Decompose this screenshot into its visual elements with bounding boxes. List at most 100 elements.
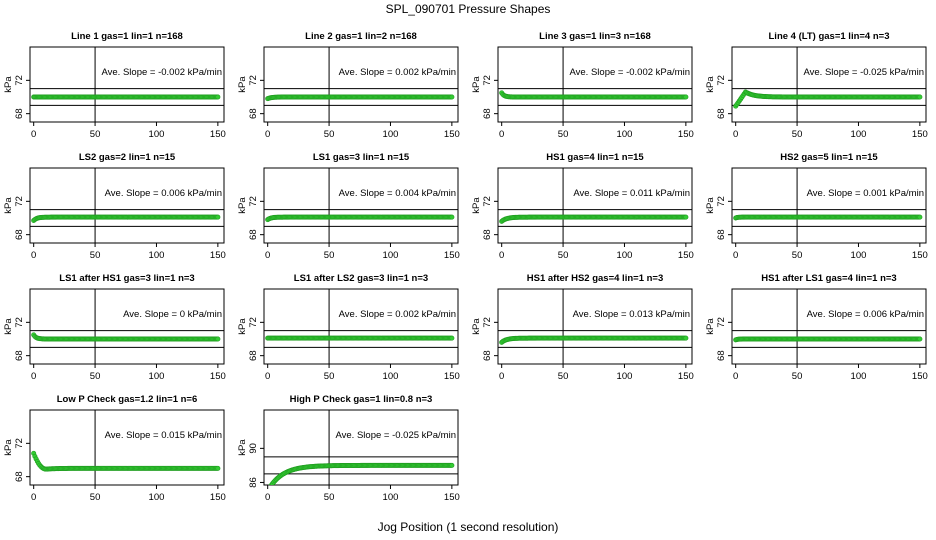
x-tick-label: 50 (324, 371, 335, 382)
y-tick-label: 72 (482, 317, 493, 328)
slope-annotation: Ave. Slope = 0.002 kPa/min (339, 309, 456, 320)
data-point (449, 214, 455, 220)
data-points (733, 214, 923, 221)
y-tick-label: 68 (14, 471, 25, 482)
panel-4: Line 4 (LT) gas=1 lin=4 n=3 0 50 100 150 68 72… (705, 31, 928, 140)
slope-annotation: Ave. Slope = 0.011 kPa/min (573, 188, 690, 199)
y-tick-label: 86 (248, 477, 259, 488)
figure-title: SPL_090701 Pressure Shapes (386, 2, 551, 16)
plot-frame (263, 409, 459, 486)
panel-3: Line 3 gas=1 lin=3 n=168 0 50 100 150 68 72kPa… (471, 31, 694, 140)
x-tick-label: 100 (149, 129, 165, 140)
data-points (265, 214, 455, 223)
x-tick-label: 0 (733, 129, 738, 140)
x-tick-label: 150 (444, 129, 460, 140)
x-tick-label: 0 (31, 129, 36, 140)
data-points (733, 336, 923, 343)
y-tick-label: 72 (248, 196, 259, 207)
x-tick-label: 50 (558, 129, 569, 140)
data-points (31, 94, 221, 100)
slope-annotation: Ave. Slope = 0.013 kPa/min (573, 309, 690, 320)
panel-title: HS1 gas=4 lin=1 n=15 (546, 152, 644, 163)
data-point (683, 214, 689, 220)
panel-1: Line 1 gas=1 lin=1 n=168 0 50 100 150 68 72kPa… (3, 31, 226, 140)
x-tick-label: 0 (31, 250, 36, 261)
panel-12: HS1 after LS1 gas=4 lin=1 n=3 0 50 100 150 68… (705, 273, 928, 382)
x-tick-label: 150 (210, 129, 226, 140)
y-axis-label: kPa (471, 76, 482, 93)
y-tick-label: 68 (482, 350, 493, 361)
x-tick-label: 50 (90, 371, 101, 382)
data-point (215, 214, 221, 220)
plot-frame (263, 46, 459, 123)
data-point (215, 336, 221, 342)
slope-annotation: Ave. Slope = -0.002 kPa/min (101, 67, 222, 78)
data-point (449, 335, 455, 341)
y-tick-label: 72 (14, 196, 25, 207)
x-tick-label: 100 (149, 371, 165, 382)
x-tick-label: 150 (210, 371, 226, 382)
panel-title: High P Check gas=1 lin=0.8 n=3 (290, 394, 433, 405)
data-points (31, 214, 221, 224)
panel-2: Line 2 gas=1 lin=2 n=168 0 50 100 150 68 72kPa… (237, 31, 460, 140)
x-tick-label: 100 (149, 250, 165, 261)
plot-frame (497, 46, 693, 123)
plot-frame (731, 288, 927, 365)
x-tick-label: 0 (733, 250, 738, 261)
y-tick-label: 68 (716, 350, 727, 361)
panel-title: LS1 gas=3 lin=1 n=15 (313, 152, 410, 163)
panel-title: HS1 after LS1 gas=4 lin=1 n=3 (761, 273, 896, 284)
panel-title: Line 2 gas=1 lin=2 n=168 (305, 31, 417, 42)
data-point (917, 94, 923, 100)
x-tick-label: 50 (558, 371, 569, 382)
x-axis-label: Jog Position (1 second resolution) (378, 520, 559, 534)
y-axis-label: kPa (705, 318, 716, 335)
x-tick-label: 0 (265, 129, 270, 140)
y-tick-label: 72 (482, 75, 493, 86)
x-tick-label: 0 (499, 250, 504, 261)
plot-frame (497, 167, 693, 244)
slope-annotation: Ave. Slope = -0.002 kPa/min (569, 67, 690, 78)
x-tick-label: 50 (558, 250, 569, 261)
y-tick-label: 90 (248, 443, 259, 454)
x-tick-label: 100 (383, 371, 399, 382)
y-tick-label: 72 (248, 75, 259, 86)
panel-title: LS1 after LS2 gas=3 lin=1 n=3 (294, 273, 428, 284)
x-tick-label: 50 (324, 492, 335, 503)
panel-11: HS1 after HS2 gas=4 lin=1 n=3 0 50 100 150 68… (471, 273, 694, 382)
y-tick-label: 68 (248, 229, 259, 240)
y-axis-label: kPa (237, 318, 248, 335)
x-tick-label: 0 (499, 371, 504, 382)
panel-title: Low P Check gas=1.2 lin=1 n=6 (57, 394, 198, 405)
slope-annotation: Ave. Slope = 0.006 kPa/min (105, 188, 222, 199)
x-tick-label: 50 (324, 250, 335, 261)
x-tick-label: 0 (265, 371, 270, 382)
data-point (215, 465, 221, 471)
y-axis-label: kPa (705, 197, 716, 214)
panel-title: HS1 after HS2 gas=4 lin=1 n=3 (527, 273, 664, 284)
x-tick-label: 100 (617, 371, 633, 382)
data-points (31, 450, 221, 472)
plot-frame (263, 288, 459, 365)
y-tick-label: 72 (248, 317, 259, 328)
x-tick-label: 100 (851, 371, 867, 382)
x-tick-label: 150 (444, 250, 460, 261)
panel-10: LS1 after LS2 gas=3 lin=1 n=3 0 50 100 150 68… (237, 273, 460, 382)
x-tick-label: 150 (678, 129, 694, 140)
y-tick-label: 72 (14, 317, 25, 328)
y-tick-label: 72 (14, 438, 25, 449)
data-points (499, 214, 689, 224)
y-tick-label: 72 (14, 75, 25, 86)
plot-frame (497, 288, 693, 365)
slope-annotation: Ave. Slope = -0.025 kPa/min (803, 67, 924, 78)
slope-annotation: Ave. Slope = 0.002 kPa/min (339, 67, 456, 78)
y-tick-label: 68 (716, 108, 727, 119)
y-tick-label: 72 (482, 196, 493, 207)
panel-title: Line 1 gas=1 lin=1 n=168 (71, 31, 183, 42)
x-tick-label: 100 (617, 129, 633, 140)
x-tick-label: 50 (792, 371, 803, 382)
y-axis-label: kPa (471, 318, 482, 335)
slope-annotation: Ave. Slope = 0 kPa/min (123, 309, 222, 320)
